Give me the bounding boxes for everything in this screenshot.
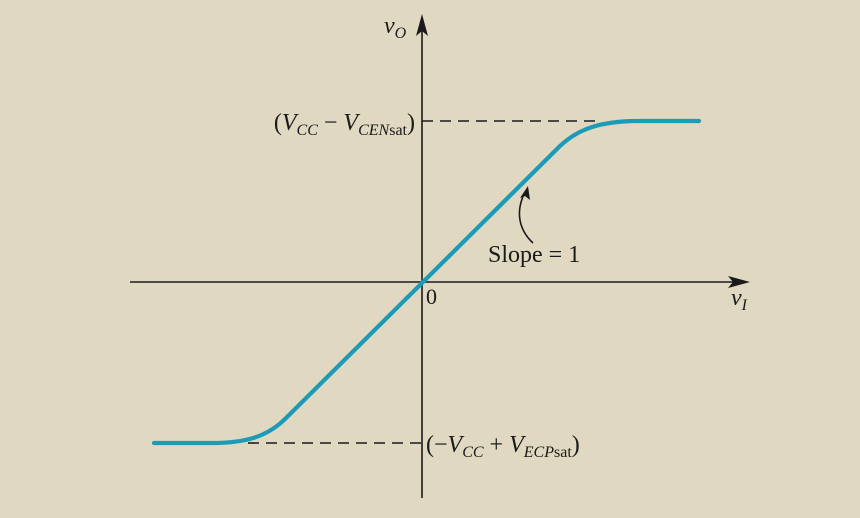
slope-pointer-arrow: [518, 191, 534, 244]
upper-level-label: (VCC − VCENsat): [274, 110, 415, 139]
origin-label: 0: [426, 284, 437, 309]
x-axis-arrowhead: [728, 276, 750, 288]
transfer-curve: [151, 118, 702, 446]
slope-pointer-arrowhead: [520, 186, 530, 200]
x-axis-label: vI: [731, 285, 748, 314]
lower-level-label: (−VCC + VECPsat): [426, 432, 580, 461]
y-axis-label: vO: [384, 13, 407, 42]
slope-label: Slope = 1: [488, 242, 580, 268]
y-axis-arrowhead: [416, 14, 428, 36]
